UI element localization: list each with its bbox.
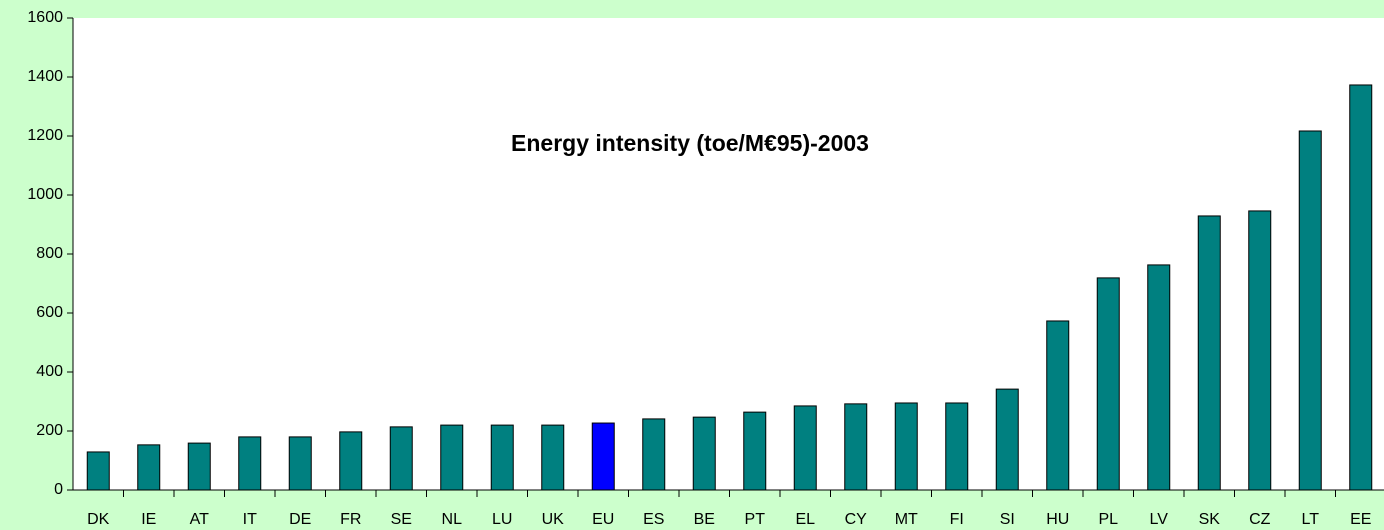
- x-tick-label: LU: [492, 511, 512, 528]
- x-tick-label: NL: [442, 511, 463, 528]
- x-tick-label: DK: [87, 511, 110, 528]
- x-tick-label: BE: [694, 511, 715, 528]
- bar: [894, 402, 918, 491]
- chart-title: Energy intensity (toe/M€95)-2003: [511, 130, 869, 156]
- bar: [389, 426, 413, 491]
- x-tick-label: FI: [950, 511, 964, 528]
- bar: [288, 436, 312, 491]
- bar: [238, 436, 262, 491]
- y-tick-label: 1400: [27, 68, 63, 85]
- bar: [793, 405, 817, 491]
- y-tick-label: 400: [36, 363, 63, 380]
- bar: [187, 442, 211, 491]
- bar: [86, 451, 110, 491]
- x-tick-label: UK: [542, 511, 565, 528]
- plot-area: [73, 18, 1384, 490]
- y-tick-label: 800: [36, 245, 63, 262]
- x-tick-label: ES: [643, 511, 664, 528]
- x-tick-label: SK: [1199, 511, 1221, 528]
- x-tick-label: IT: [243, 511, 257, 528]
- x-tick-label: IE: [141, 511, 156, 528]
- x-tick-label: CY: [845, 511, 868, 528]
- x-tick-label: SI: [1000, 511, 1015, 528]
- bar: [137, 444, 161, 491]
- y-tick-label: 200: [36, 422, 63, 439]
- bar: [591, 422, 615, 491]
- bar: [1298, 130, 1322, 491]
- bar: [1046, 320, 1070, 491]
- y-tick-label: 0: [54, 481, 63, 498]
- x-tick-label: AT: [190, 511, 209, 528]
- y-tick-label: 1600: [27, 9, 63, 26]
- bar: [1147, 264, 1171, 491]
- x-tick-label: PT: [745, 511, 766, 528]
- bar: [541, 424, 565, 491]
- x-tick-label: EU: [592, 511, 614, 528]
- x-tick-label: HU: [1046, 511, 1069, 528]
- x-tick-label: LV: [1150, 511, 1169, 528]
- bar: [1248, 210, 1272, 491]
- x-tick-label: DE: [289, 511, 311, 528]
- bar: [945, 402, 969, 491]
- x-tick-label: EL: [795, 511, 815, 528]
- x-tick-label: CZ: [1249, 511, 1271, 528]
- x-tick-label: PL: [1098, 511, 1118, 528]
- bar: [1197, 215, 1221, 491]
- bar: [1349, 84, 1373, 491]
- y-tick-label: 600: [36, 304, 63, 321]
- y-tick-label: 1000: [27, 186, 63, 203]
- bar: [743, 411, 767, 491]
- x-tick-label: LT: [1302, 511, 1320, 528]
- y-tick-label: 1200: [27, 127, 63, 144]
- bar: [339, 431, 363, 491]
- x-tick-label: MT: [895, 511, 918, 528]
- x-tick-label: FR: [340, 511, 361, 528]
- bar: [995, 388, 1019, 491]
- x-tick-label: EE: [1350, 511, 1371, 528]
- x-tick-label: SE: [391, 511, 412, 528]
- bar: [490, 424, 514, 491]
- bar: [692, 416, 716, 491]
- bar: [642, 418, 666, 491]
- bar: [844, 403, 868, 491]
- bar: [1096, 277, 1120, 491]
- bar: [440, 424, 464, 491]
